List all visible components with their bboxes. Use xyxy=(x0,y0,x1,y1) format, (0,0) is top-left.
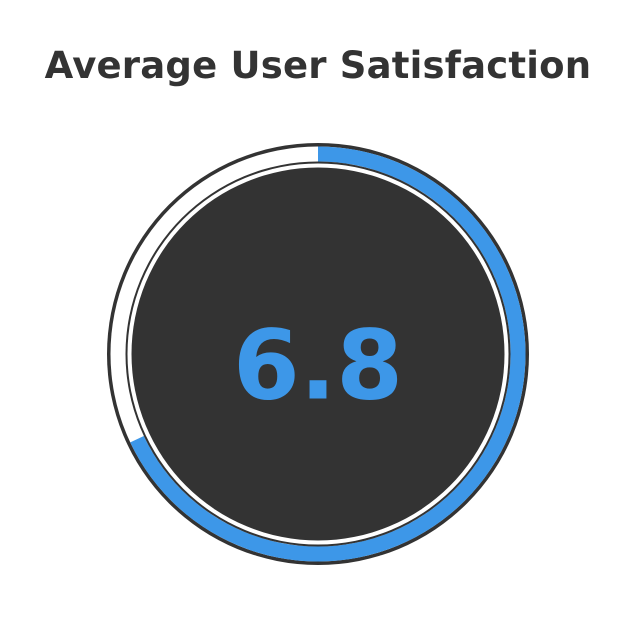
gauge-value-label: 6.8 xyxy=(233,309,403,421)
chart-title: Average User Satisfaction xyxy=(44,44,592,87)
gauge-disc xyxy=(131,167,505,541)
